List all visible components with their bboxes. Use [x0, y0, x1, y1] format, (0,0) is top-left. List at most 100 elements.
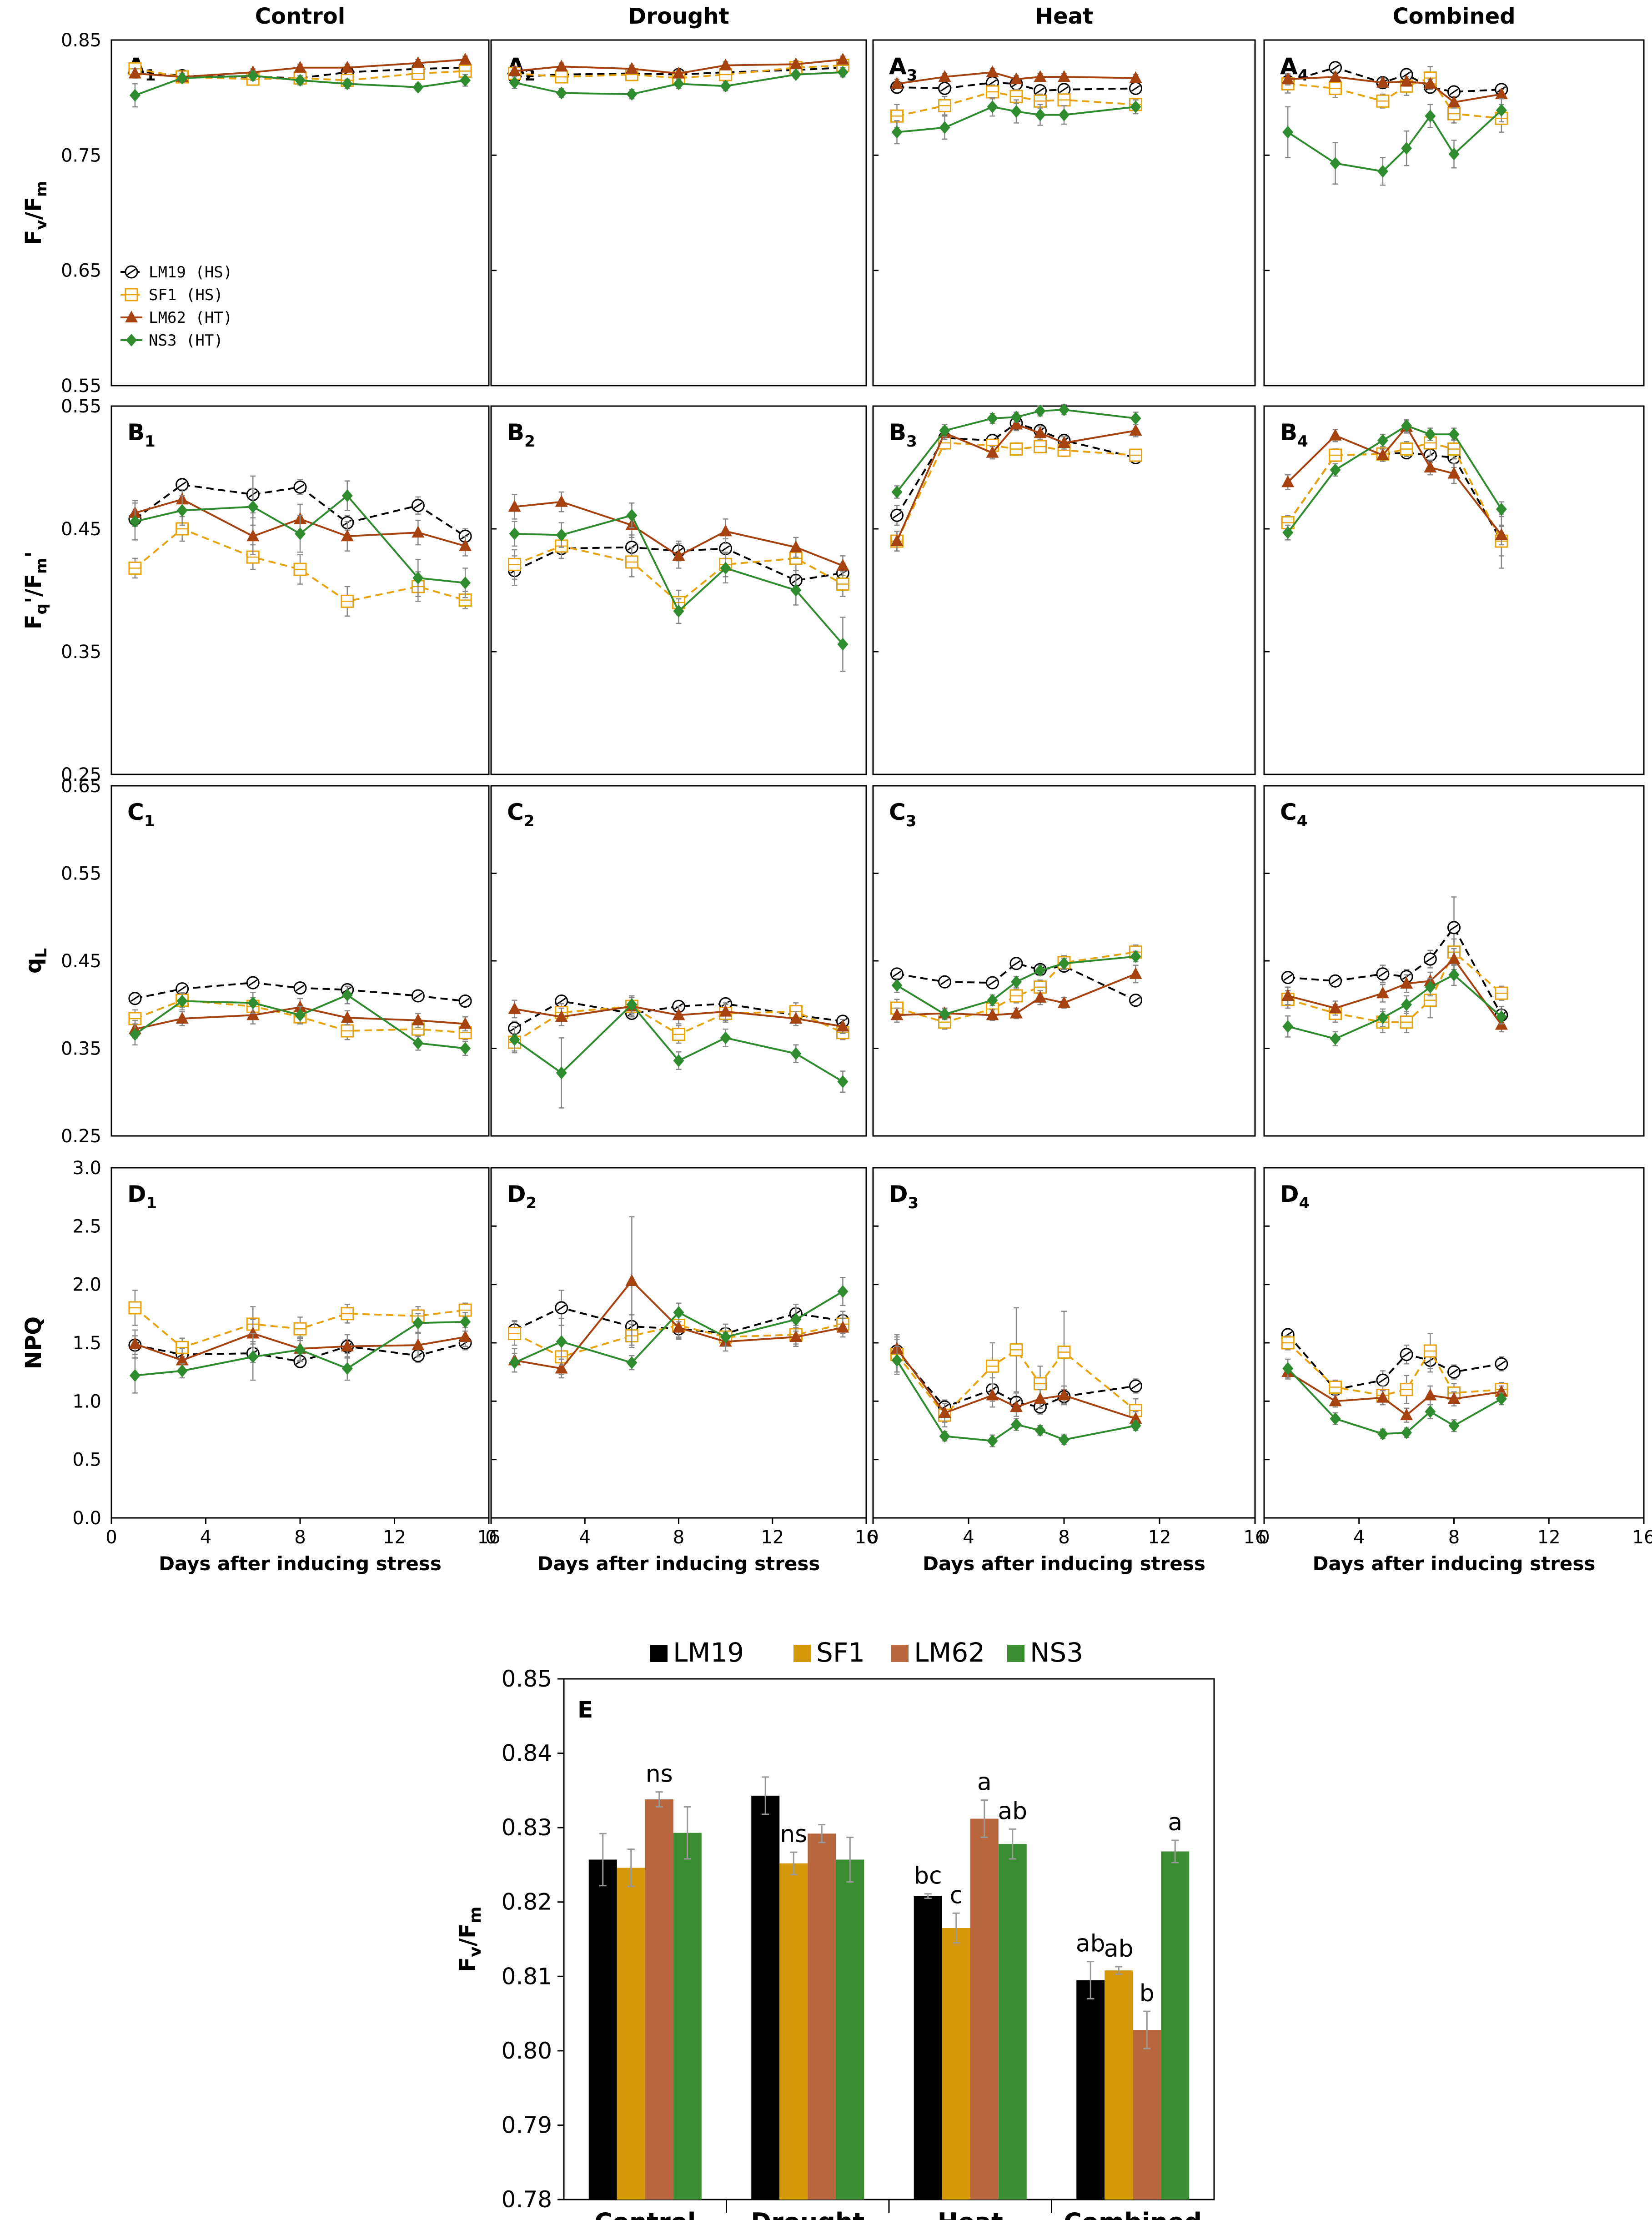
- series-lm19: [1281, 1328, 1508, 1396]
- bar-lm19-heat: [914, 1896, 942, 2200]
- panel-c2: C2: [490, 785, 867, 1137]
- marker-ns3: [1282, 526, 1294, 539]
- x-tick-label: 0: [1258, 1527, 1270, 1548]
- marker-lm62: [1058, 996, 1070, 1008]
- marker-lm62: [836, 559, 849, 571]
- panel-b4: B4: [1263, 405, 1645, 775]
- panel-d1: 0.0 0.5 1.0 1.5 2.0 2.5 3.0 0 4 8 12 16 Days after i…: [21, 1158, 500, 1575]
- marker-lm62: [246, 529, 260, 542]
- marker-lm62: [1129, 71, 1142, 83]
- marker-lm62: [1010, 1006, 1023, 1019]
- marker-lm62: [1034, 426, 1047, 438]
- bar-lm19-control: [588, 1859, 617, 2200]
- marker-ns3: [412, 80, 424, 94]
- marker-ns3: [341, 77, 353, 90]
- marker-lm19-stroke: [892, 970, 902, 978]
- y-tick-label: 0.78: [502, 2186, 552, 2213]
- column-title-combined: Combined: [1392, 4, 1515, 29]
- marker-lm62: [1447, 467, 1461, 479]
- series-ns3: [129, 1312, 471, 1394]
- panel-label: C1: [127, 799, 155, 830]
- plot-frame: [490, 1167, 867, 1519]
- marker-lm62: [986, 65, 999, 77]
- y-tick-label: 0.85: [502, 1666, 552, 1692]
- bar-ns3-drought: [836, 1859, 864, 2200]
- marker-ns3: [626, 998, 638, 1011]
- marker-ns3: [556, 528, 567, 542]
- panel-a4: A4: [1263, 39, 1645, 387]
- plot-frame: [1263, 1167, 1645, 1519]
- bar-lm62-heat: [970, 1818, 999, 2200]
- y-tick-label: 0.5: [72, 1450, 101, 1471]
- bar-lm62-drought: [808, 1833, 836, 2200]
- legend-swatch-ns3: [1007, 1645, 1024, 1662]
- x-tick-label: 4: [1353, 1527, 1365, 1548]
- marker-lm62: [459, 539, 472, 551]
- marker-lm62: [508, 64, 521, 76]
- marker-lm62: [1376, 75, 1389, 88]
- panel-b2: B2: [490, 405, 867, 775]
- y-tick-label: 0.55: [61, 396, 101, 417]
- marker-lm19-stroke: [557, 1304, 566, 1311]
- marker-ns3: [626, 1356, 638, 1369]
- marker-lm19-stroke: [1378, 970, 1387, 978]
- y-tick-label: 3.0: [72, 1158, 101, 1179]
- x-tick-label: 16: [1632, 1527, 1652, 1548]
- marker-lm62: [1281, 475, 1295, 487]
- marker-lm19-stroke: [248, 979, 258, 986]
- marker-lm62: [836, 1321, 849, 1333]
- y-tick-label: 0.45: [61, 519, 101, 540]
- plot-frame: [490, 405, 867, 775]
- marker-lm62: [341, 60, 354, 73]
- marker-lm62: [789, 1012, 803, 1024]
- marker-lm19-stroke: [1131, 997, 1140, 1004]
- marker-lm19-stroke: [721, 545, 730, 552]
- marker-lm62: [1495, 1385, 1508, 1397]
- marker-lm62: [1447, 952, 1461, 964]
- marker-lm62: [1058, 1388, 1070, 1401]
- marker-ns3: [790, 584, 802, 597]
- marker-ns3: [247, 996, 259, 1010]
- marker-lm62: [1129, 1411, 1142, 1424]
- marker-ns3: [556, 1066, 567, 1080]
- marker-ns3: [1034, 964, 1046, 977]
- y-tick-label: 0.45: [61, 951, 101, 972]
- x-axis-label: Days after inducing stress: [923, 1552, 1205, 1575]
- marker-lm19-stroke: [892, 512, 902, 519]
- marker-ns3: [460, 74, 471, 87]
- x-tick-label: 0: [105, 1527, 117, 1548]
- plot-frame: [110, 405, 490, 775]
- series-lm62: [508, 53, 849, 79]
- y-tick-label: 1.0: [72, 1391, 101, 1412]
- bar-lm19-drought: [751, 1795, 780, 2200]
- marker-ns3: [412, 1316, 424, 1330]
- bar-lm62-combined: [1133, 2030, 1161, 2200]
- legend-label: LM19 (HS): [149, 263, 232, 281]
- marker-ns3: [295, 1009, 306, 1022]
- marker-lm19-stroke: [1449, 924, 1459, 931]
- marker-lm62: [1424, 461, 1437, 472]
- marker-lm19-stroke: [1497, 1360, 1506, 1367]
- marker-lm62: [555, 495, 568, 507]
- y-axis-label: Fv/Fm: [455, 1906, 485, 1972]
- series-ns3: [891, 403, 1141, 499]
- marker-ns3: [129, 515, 141, 528]
- y-tick-label: 0.35: [61, 1039, 101, 1060]
- marker-lm19-stroke: [413, 992, 423, 1000]
- panel-d4: 0 4 8 12 16 Days after inducing stress D4: [1258, 1167, 1652, 1575]
- marker-ns3: [1130, 1419, 1141, 1432]
- marker-ns3: [129, 1369, 141, 1382]
- marker-lm19-stroke: [177, 985, 187, 992]
- marker-lm62: [625, 1274, 638, 1286]
- panel-label: A3: [889, 53, 917, 85]
- marker-ns3: [1330, 1032, 1341, 1045]
- plot-frame: [1263, 405, 1645, 775]
- marker-ns3: [412, 572, 424, 584]
- marker-lm62: [1010, 72, 1023, 85]
- marker-ns3: [939, 121, 950, 134]
- series-line: [1287, 1342, 1502, 1396]
- marker-lm62: [789, 540, 803, 552]
- marker-ns3: [176, 504, 188, 517]
- bar-sf1-control: [617, 1868, 645, 2200]
- panel-d2: 0 4 8 12 16 Days after inducing stress D2: [485, 1167, 878, 1575]
